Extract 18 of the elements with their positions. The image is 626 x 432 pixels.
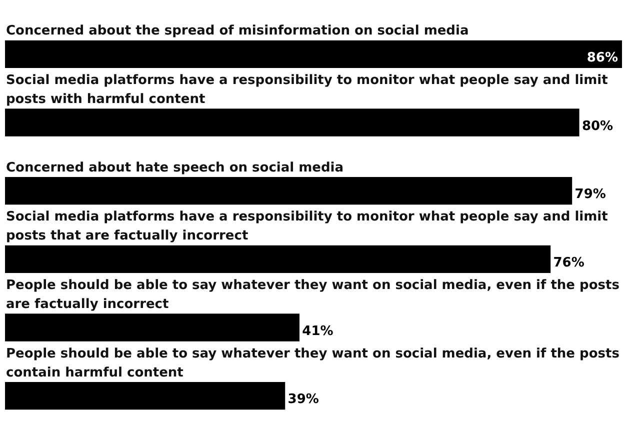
data-label: 80% [582,118,614,134]
bar [5,382,286,410]
y-tick-label: People should be able to say whatever they want on social media, even if the posts contain harmful content [6,346,620,380]
y-tick-label: Social media platforms have a responsibility to monitor what people say and limit posts that are factually incorrect [6,210,608,244]
y-tick-label: Social media platforms have a responsibility to monitor what people say and limit posts with harmful content [6,73,608,107]
bar [5,177,572,205]
bar [5,245,551,273]
bar [5,314,300,342]
data-label: 76% [553,256,584,271]
data-label: 41% [302,324,334,339]
data-label: 79% [574,187,606,202]
data-label: 86% [586,50,618,66]
bar [5,108,580,136]
y-tick-label: People should be able to say whatever they want on social media, even if the posts are factually incorrect [6,278,620,312]
y-tick-label: Concerned about hate speech on social media [6,160,344,176]
bar [5,40,622,68]
data-label: 39% [288,392,319,408]
y-tick-label: Concerned about the spread of misinformation on social media [6,24,469,39]
